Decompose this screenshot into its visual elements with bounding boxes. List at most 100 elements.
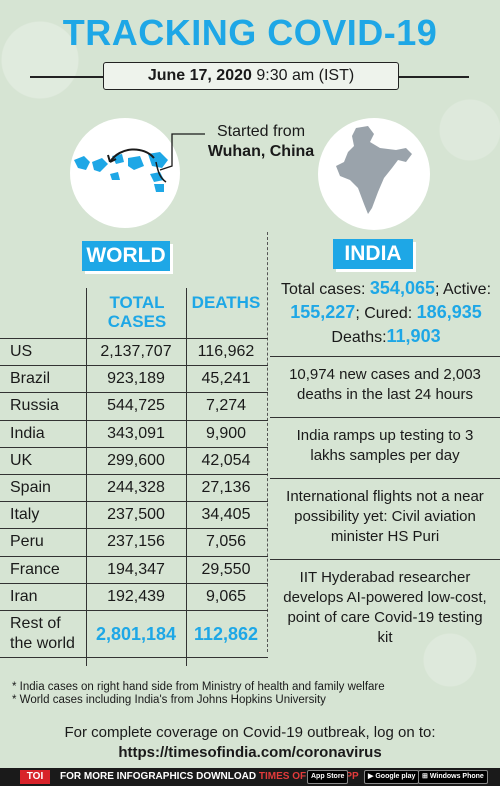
rest-label-line2: the world [10,634,75,652]
india-total-value: 354,065 [369,278,435,298]
world-section-label: WORLD [82,241,170,271]
total-cases-value: 923,189 [107,370,165,388]
india-total-label: Total cases: [280,281,370,298]
india-section-label: INDIA [333,239,413,269]
origin-city: Wuhan, China [207,143,315,160]
deaths-header: DEATHS [191,293,261,312]
total-cases-header-line1: TOTAL [109,293,165,312]
deaths-value: 9,900 [205,424,247,442]
news-item: India ramps up testing to 3 lakhs sample… [270,417,500,475]
coverage-link[interactable]: https://timesofindia.com/coronavirus [118,744,382,761]
india-map-graphic [336,126,412,214]
deaths-value: 29,550 [201,560,251,578]
country-name: India [10,424,45,442]
origin-line: Started from [216,123,306,140]
total-cases-header-line2: CASES [107,312,167,331]
india-cured-value: 186,935 [416,302,482,322]
page-title: TRACKING COVID-19 [62,12,438,53]
google-play-label: Google play [375,773,416,780]
country-name: Iran [10,587,38,605]
footnote: * India cases on right hand side from Mi… [12,681,385,693]
deaths-value: 112,862 [193,623,259,644]
footnotes: * India cases on right hand side from Mi… [12,681,385,707]
table-row: UK 299,600 42,054 [0,446,268,474]
deaths-value: 9,065 [205,587,247,605]
deaths-value: 7,274 [205,397,247,415]
india-deaths-label: Deaths: [331,329,387,346]
india-active-label: ; Active: [434,281,492,298]
country-name: US [10,343,33,360]
table-divider-1 [86,288,87,666]
total-cases-header: TOTAL CASES [92,293,182,331]
date-text: June 17, 2020 [147,67,252,84]
table-row: India 343,091 9,900 [0,419,268,447]
news-item: International flights not a near possibi… [270,478,500,556]
table-row: France 194,347 29,550 [0,555,268,583]
deaths-value: 42,054 [201,451,251,469]
country-name: France [10,560,60,578]
time-text: 9:30 am (IST) [256,67,355,84]
india-map-icon [318,118,430,230]
app-store-badge[interactable]: App Store [307,770,349,784]
coverage-note: For complete coverage on Covid-19 outbre… [0,723,500,763]
origin-pointer-line [159,133,205,171]
date-line-right [399,76,469,78]
windows-icon: ⊞ [422,773,428,780]
coverage-line: For complete coverage on Covid-19 outbre… [64,724,436,741]
footer-bar: TOI FOR MORE INFOGRAPHICS DOWNLOAD TIMES… [0,768,500,786]
deaths-value: 116,962 [197,343,255,360]
windows-phone-badge[interactable]: ⊞ Windows Phone [418,770,488,784]
deaths-value: 45,241 [201,370,251,388]
world-map-graphic [74,148,168,192]
table-row: Iran 192,439 9,065 [0,582,268,610]
total-cases-value: 2,801,184 [95,623,177,644]
column-divider [267,232,268,652]
india-active-value: 155,227 [290,302,356,322]
country-name: Italy [10,506,40,524]
windows-label: Windows Phone [429,773,484,780]
toi-logo: TOI [20,770,50,784]
total-cases-value: 244,328 [107,478,165,496]
total-cases-value: 299,600 [107,451,165,469]
india-stats: Total cases: 354,065; Active: 155,227; C… [280,277,492,349]
table-row: Spain 244,328 27,136 [0,473,268,501]
total-cases-value: 237,500 [107,506,165,524]
play-icon: ▶ [368,773,374,780]
news-item: 10,974 new cases and 2,003 deaths in the… [270,356,500,414]
origin-label: Started from Wuhan, China [196,122,326,162]
table-row: Russia 544,725 7,274 [0,392,268,419]
date-line-left [30,76,103,78]
total-cases-value: 2,137,707 [100,343,172,360]
india-cured-label: ; Cured: [355,305,417,322]
deaths-value: 34,405 [201,506,251,524]
country-name: Spain [10,478,51,496]
country-name: Russia [10,397,59,415]
total-cases-value: 544,725 [107,397,165,415]
world-table: US 2,137,707 116,962 Brazil 923,189 45,2… [0,338,268,658]
footer-text-a: FOR MORE INFOGRAPHICS DOWNLOAD [60,771,259,782]
table-row: Italy 237,500 34,405 [0,501,268,528]
table-divider-2 [186,288,187,666]
total-cases-value: 237,156 [107,533,165,551]
table-row: US 2,137,707 116,962 [0,338,268,365]
deaths-value: 27,136 [201,478,251,496]
deaths-value: 7,056 [205,533,247,551]
total-cases-value: 343,091 [107,424,165,442]
world-map-icon [70,118,180,228]
country-name: Rest of the world [10,614,75,654]
footnote: * World cases including India's from Joh… [12,694,326,706]
app-store-label: App Store [311,773,345,780]
total-cases-value: 194,347 [107,560,165,578]
table-row-rest-of-world: Rest of the world 2,801,184 112,862 [0,609,268,658]
country-name: UK [10,451,33,469]
table-row: Brazil 923,189 45,241 [0,365,268,392]
date-box: June 17, 2020 9:30 am (IST) [103,62,399,90]
table-row: Peru 237,156 7,056 [0,528,268,555]
india-deaths-value: 11,903 [386,326,441,346]
country-name: Peru [10,533,44,551]
google-play-badge[interactable]: ▶ Google play [364,770,420,784]
country-name: Brazil [10,370,51,388]
total-cases-value: 192,439 [107,587,165,605]
rest-label-line1: Rest of [10,614,61,632]
